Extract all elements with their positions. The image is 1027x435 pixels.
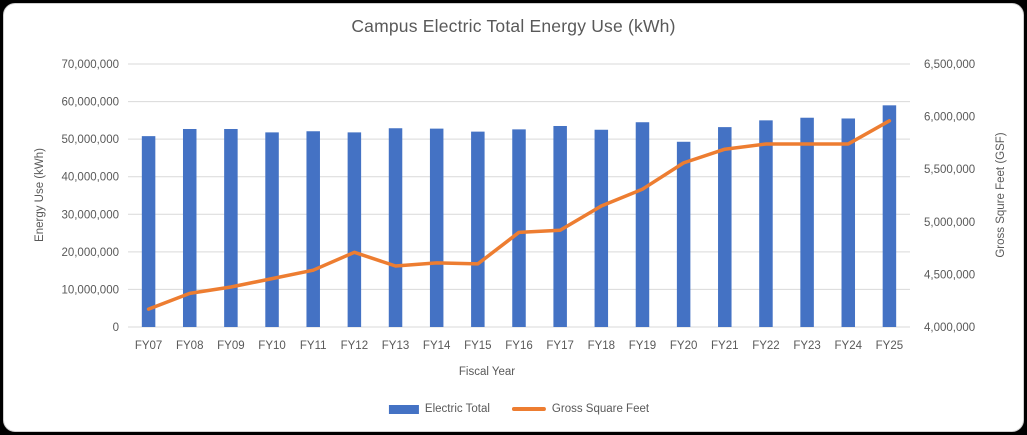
chart-title: Campus Electric Total Energy Use (kWh)	[351, 16, 676, 36]
x-tick-label-FY22: FY22	[752, 340, 780, 352]
x-tick-label-FY08: FY08	[176, 340, 204, 352]
bar-FY13	[388, 128, 403, 327]
x-tick-label-FY17: FY17	[546, 340, 574, 352]
chart-plot-area: 0 10,000,000 20,000,000 30,000,000 40,000,00…	[61, 59, 975, 352]
x-tick-label-FY15: FY15	[464, 340, 492, 352]
legend-item-gross-square-feet: Gross Square Feet	[511, 403, 650, 415]
right-axis-tick-label: 4,000,000	[924, 322, 975, 334]
bar-FY11	[306, 131, 320, 327]
x-tick-label-FY13: FY13	[382, 340, 410, 352]
x-tick-label-FY10: FY10	[258, 340, 286, 352]
left-axis-tick-label: 60,000,000	[61, 97, 119, 109]
right-axis-tick-label: 5,500,000	[924, 164, 975, 176]
x-tick-label-FY21: FY21	[711, 340, 739, 352]
x-tick-label-FY14: FY14	[423, 340, 451, 352]
x-tick-label-FY07: FY07	[135, 340, 163, 352]
x-tick-label-FY24: FY24	[835, 340, 863, 352]
bar-FY25	[882, 105, 897, 327]
x-tick-label-FY25: FY25	[876, 340, 904, 352]
x-tick-label-FY12: FY12	[341, 340, 369, 352]
left-axis-tick-label: 30,000,000	[61, 209, 119, 221]
bar-FY08	[182, 128, 197, 327]
bar-FY20	[676, 141, 691, 327]
x-axis-title: Fiscal Year	[458, 366, 516, 378]
bar-FY18	[594, 129, 609, 327]
left-axis-tick-label: 50,000,000	[61, 134, 119, 146]
bar-FY10	[265, 132, 279, 327]
x-tick-label-FY23: FY23	[793, 340, 821, 352]
x-tick-label-FY11: FY11	[300, 340, 327, 352]
chart-card: Campus Electric Total Energy Use (kWh) E…	[3, 3, 1024, 432]
left-axis-tick-label: 70,000,000	[61, 59, 119, 71]
x-tick-label-FY20: FY20	[670, 340, 698, 352]
bar-series-swatch-icon	[388, 404, 419, 414]
x-tick-label-FY09: FY09	[217, 340, 245, 352]
right-axis-tick-label: 4,500,000	[924, 269, 975, 281]
gross-square-feet-line	[146, 119, 892, 311]
right-axis-tick-label: 6,500,000	[924, 59, 975, 71]
bar-FY15	[471, 131, 485, 327]
bar-FY24	[841, 118, 856, 327]
bar-FY19	[635, 122, 650, 327]
bar-FY23	[800, 117, 814, 327]
left-axis-tick-label: 40,000,000	[61, 172, 119, 184]
legend-item-electric-total: Electric Total	[388, 403, 490, 415]
bar-FY09	[224, 128, 238, 327]
bar-FY21	[718, 127, 732, 328]
bar-FY12	[347, 132, 362, 327]
left-axis-tick-label: 0	[113, 322, 119, 334]
legend: Electric Total Gross Square Feet	[388, 403, 650, 415]
x-tick-label-FY16: FY16	[505, 340, 533, 352]
right-axis-tick-label: 6,000,000	[924, 112, 975, 124]
bar-FY17	[553, 125, 567, 327]
bar-FY07	[141, 136, 156, 327]
bar-FY22	[759, 120, 773, 327]
right-axis-tick-label: 5,000,000	[924, 217, 975, 229]
left-axis-tick-label: 20,000,000	[61, 247, 119, 259]
legend-label-electric-total: Electric Total	[424, 403, 490, 415]
legend-label-gross-square-feet: Gross Square Feet	[551, 403, 650, 415]
x-tick-label-FY18: FY18	[588, 340, 616, 352]
bar-FY16	[512, 129, 526, 327]
x-tick-label-FY19: FY19	[629, 340, 657, 352]
bar-FY14	[429, 128, 444, 327]
line-series-swatch-icon	[511, 407, 546, 411]
left-axis-tick-label: 10,000,000	[61, 284, 119, 296]
